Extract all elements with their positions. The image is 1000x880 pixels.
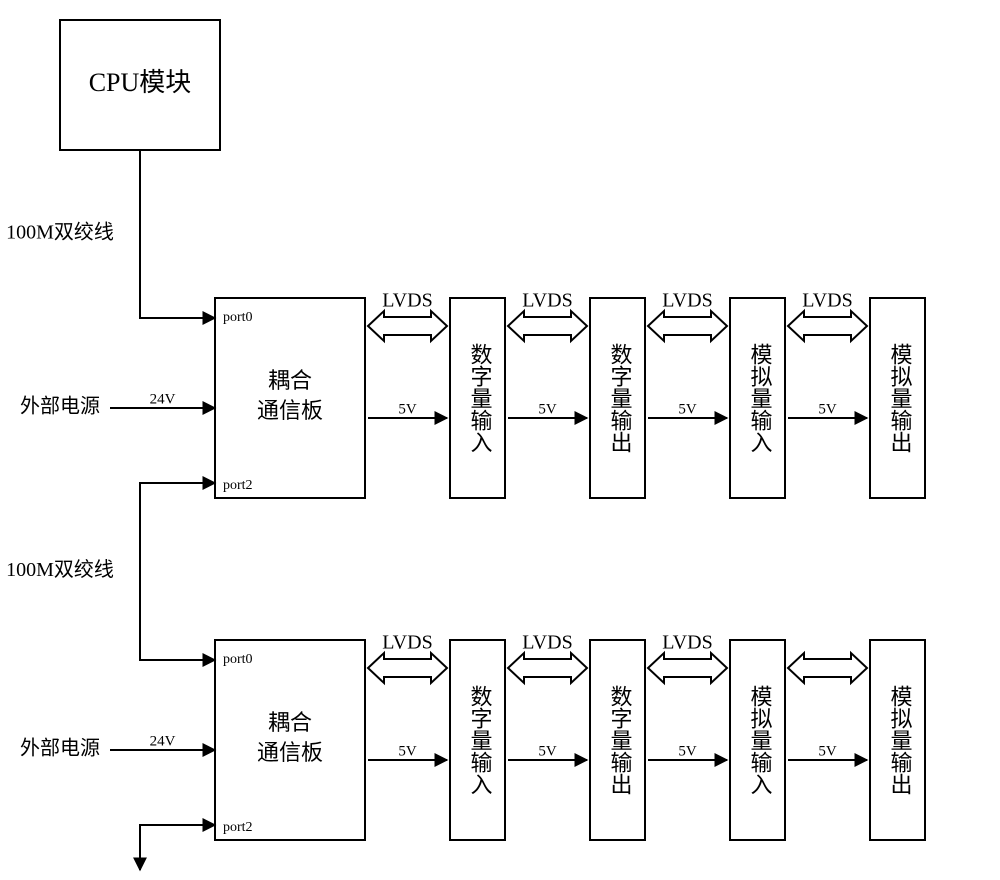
- port0-label: port0: [223, 310, 253, 325]
- twisted-pair-label: 100M双绞线: [6, 558, 114, 581]
- cpu-module-label: CPU模块: [89, 68, 192, 97]
- coupling-down-link: [140, 825, 215, 870]
- io-module-label: 数字量输入: [467, 343, 492, 453]
- external-power-label: 外部电源: [20, 737, 100, 760]
- lvds-double-arrow-icon: [648, 653, 727, 683]
- lvds-label: LVDS: [662, 632, 712, 654]
- rows-container: 耦合通信板port0port2外部电源24V数字量输入LVDS5V数字量输出LV…: [20, 290, 925, 840]
- lvds-double-arrow-icon: [788, 311, 867, 341]
- cpu-to-coupling-link: [140, 150, 215, 318]
- lvds-double-arrow-icon: [508, 311, 587, 341]
- v5-label: 5V: [818, 743, 837, 759]
- io-module-label: 模拟量输出: [887, 685, 912, 795]
- v5-label: 5V: [818, 401, 837, 417]
- v5-label: 5V: [678, 743, 697, 759]
- coupling-board-label: 耦合: [268, 368, 312, 393]
- twisted-pair-label: 100M双绞线: [6, 221, 114, 244]
- coupling-to-coupling-link: [140, 483, 215, 660]
- io-module-label: 模拟量输入: [747, 343, 772, 453]
- v5-label: 5V: [398, 401, 417, 417]
- wiring-layer: 100M双绞线 100M双绞线: [6, 150, 215, 870]
- port0-label: port0: [223, 652, 253, 667]
- io-module-label: 模拟量输出: [887, 343, 912, 453]
- lvds-label: LVDS: [802, 290, 852, 312]
- lvds-double-arrow-icon: [648, 311, 727, 341]
- row-0: 耦合通信板 port0 port2 外部电源 24V 数字量输入 LVDS 5V 数字量输出 LV…: [20, 290, 925, 498]
- lvds-label: LVDS: [382, 290, 432, 312]
- coupling-board-label: 通信板: [257, 740, 323, 765]
- lvds-label: LVDS: [662, 290, 712, 312]
- v5-label: 5V: [538, 743, 557, 759]
- lvds-double-arrow-icon: [368, 653, 447, 683]
- v24-label: 24V: [150, 391, 176, 407]
- lvds-double-arrow-icon: [508, 653, 587, 683]
- v5-label: 5V: [398, 743, 417, 759]
- lvds-label: LVDS: [522, 290, 572, 312]
- io-module-label: 数字量输入: [467, 685, 492, 795]
- coupling-board-label: 通信板: [257, 398, 323, 423]
- io-module-label: 数字量输出: [607, 343, 632, 453]
- io-module-label: 模拟量输入: [747, 685, 772, 795]
- external-power-label: 外部电源: [20, 395, 100, 418]
- lvds-double-arrow-icon: [788, 653, 867, 683]
- io-module-label: 数字量输出: [607, 685, 632, 795]
- lvds-label: LVDS: [382, 632, 432, 654]
- coupling-board-label: 耦合: [268, 710, 312, 735]
- v24-label: 24V: [150, 733, 176, 749]
- port2-label: port2: [223, 478, 253, 493]
- lvds-label: LVDS: [522, 632, 572, 654]
- lvds-double-arrow-icon: [368, 311, 447, 341]
- v5-label: 5V: [538, 401, 557, 417]
- v5-label: 5V: [678, 401, 697, 417]
- row-1: 耦合通信板 port0 port2 外部电源 24V 数字量输入 LVDS 5V 数字量输出 LV…: [20, 632, 925, 840]
- port2-label: port2: [223, 820, 253, 835]
